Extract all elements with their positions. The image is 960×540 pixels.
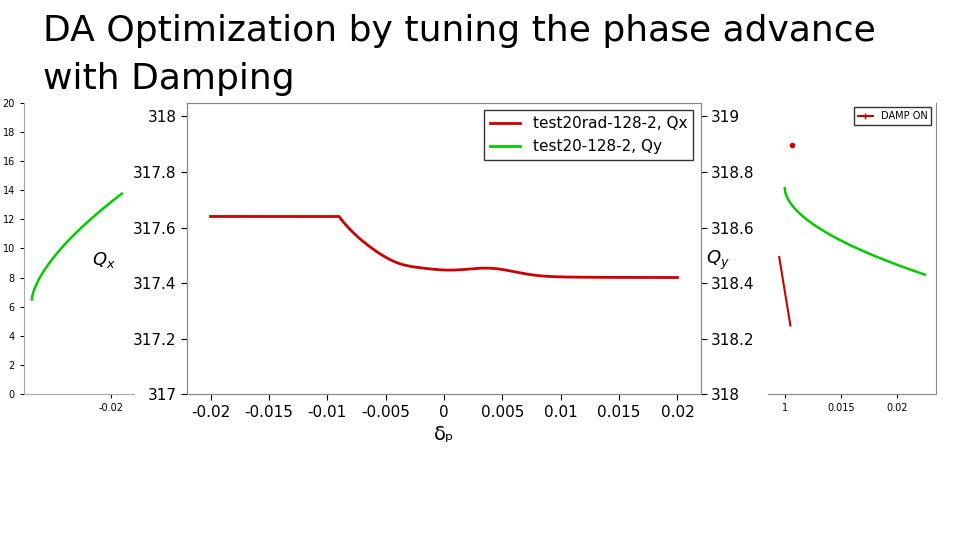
Text: $Q_x$: $Q_x$ — [91, 250, 115, 270]
X-axis label: δₚ: δₚ — [434, 425, 454, 444]
Text: with Damping: with Damping — [43, 62, 295, 96]
Legend: DAMP ON: DAMP ON — [854, 107, 931, 125]
Text: DA Optimization by tuning the phase advance: DA Optimization by tuning the phase adva… — [43, 14, 876, 48]
Legend: test20rad-128-2, Qx, test20-128-2, Qy: test20rad-128-2, Qx, test20-128-2, Qy — [484, 110, 693, 160]
Text: $Q_y$: $Q_y$ — [706, 248, 730, 272]
